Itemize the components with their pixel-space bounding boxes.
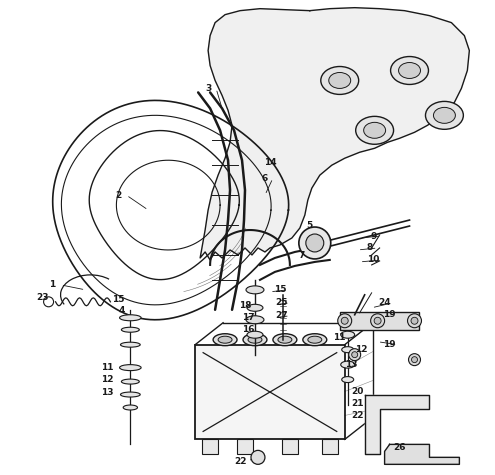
Text: 11: 11 — [101, 363, 114, 372]
Ellipse shape — [247, 331, 263, 338]
Text: 6: 6 — [262, 174, 268, 183]
Ellipse shape — [120, 342, 140, 347]
Ellipse shape — [120, 365, 141, 370]
Text: 24: 24 — [378, 298, 391, 307]
Polygon shape — [385, 445, 459, 465]
Text: 13: 13 — [101, 388, 114, 397]
Ellipse shape — [364, 123, 386, 138]
Ellipse shape — [120, 315, 141, 321]
Polygon shape — [200, 8, 469, 260]
Circle shape — [371, 314, 385, 328]
Ellipse shape — [308, 336, 322, 343]
Circle shape — [338, 314, 351, 328]
Ellipse shape — [246, 316, 264, 324]
Text: 4: 4 — [118, 306, 125, 315]
Text: 18: 18 — [239, 301, 251, 310]
Bar — [340, 312, 419, 330]
Ellipse shape — [341, 331, 355, 338]
Ellipse shape — [342, 347, 354, 352]
Ellipse shape — [342, 377, 354, 382]
Text: 22: 22 — [351, 411, 364, 420]
Bar — [237, 439, 253, 455]
Circle shape — [44, 297, 53, 307]
Text: 19: 19 — [383, 310, 396, 319]
Ellipse shape — [121, 327, 139, 332]
Text: 27: 27 — [276, 311, 288, 320]
Bar — [195, 345, 345, 439]
Ellipse shape — [273, 334, 297, 346]
Ellipse shape — [321, 66, 359, 95]
Text: 23: 23 — [36, 294, 49, 302]
Ellipse shape — [391, 57, 429, 85]
Ellipse shape — [243, 334, 267, 346]
Text: 3: 3 — [205, 84, 211, 93]
Circle shape — [348, 349, 361, 361]
Ellipse shape — [356, 116, 394, 144]
Ellipse shape — [434, 107, 455, 124]
Circle shape — [411, 317, 418, 324]
Bar — [282, 439, 298, 455]
Circle shape — [411, 357, 417, 362]
Ellipse shape — [120, 392, 140, 397]
Text: 10: 10 — [367, 256, 380, 265]
Circle shape — [306, 234, 324, 252]
Circle shape — [251, 450, 265, 465]
Ellipse shape — [121, 379, 139, 384]
Text: 21: 21 — [351, 399, 364, 408]
Ellipse shape — [278, 336, 292, 343]
Text: 5: 5 — [307, 220, 313, 229]
Text: 8: 8 — [366, 244, 373, 253]
Ellipse shape — [246, 286, 264, 294]
Bar — [202, 439, 218, 455]
Ellipse shape — [341, 361, 355, 368]
Ellipse shape — [248, 336, 262, 343]
Text: 12: 12 — [101, 375, 114, 384]
Circle shape — [407, 314, 421, 328]
Circle shape — [341, 317, 348, 324]
Ellipse shape — [213, 334, 237, 346]
Text: 20: 20 — [351, 387, 364, 396]
Circle shape — [408, 354, 420, 366]
Text: 26: 26 — [394, 443, 406, 452]
Text: 25: 25 — [276, 298, 288, 307]
Ellipse shape — [398, 63, 420, 78]
Text: 19: 19 — [383, 340, 396, 349]
Ellipse shape — [123, 405, 138, 410]
Polygon shape — [365, 395, 430, 455]
Circle shape — [299, 227, 331, 259]
Ellipse shape — [247, 304, 263, 311]
Ellipse shape — [303, 334, 327, 346]
Text: 11: 11 — [334, 333, 346, 342]
Text: 16: 16 — [242, 325, 254, 334]
Text: 1: 1 — [50, 280, 56, 289]
Circle shape — [351, 352, 358, 358]
Text: 13: 13 — [346, 360, 358, 369]
Text: 22: 22 — [234, 457, 247, 466]
Text: 15: 15 — [112, 295, 125, 304]
Text: 15: 15 — [274, 285, 286, 294]
Ellipse shape — [426, 101, 463, 129]
Circle shape — [374, 317, 381, 324]
Text: 12: 12 — [355, 345, 368, 354]
Text: 14: 14 — [264, 158, 276, 167]
Text: 17: 17 — [242, 314, 254, 322]
Text: 2: 2 — [115, 190, 121, 200]
Bar — [322, 439, 338, 455]
Text: 7: 7 — [298, 251, 305, 260]
Ellipse shape — [329, 73, 350, 88]
Text: 9: 9 — [370, 231, 377, 240]
Ellipse shape — [218, 336, 232, 343]
